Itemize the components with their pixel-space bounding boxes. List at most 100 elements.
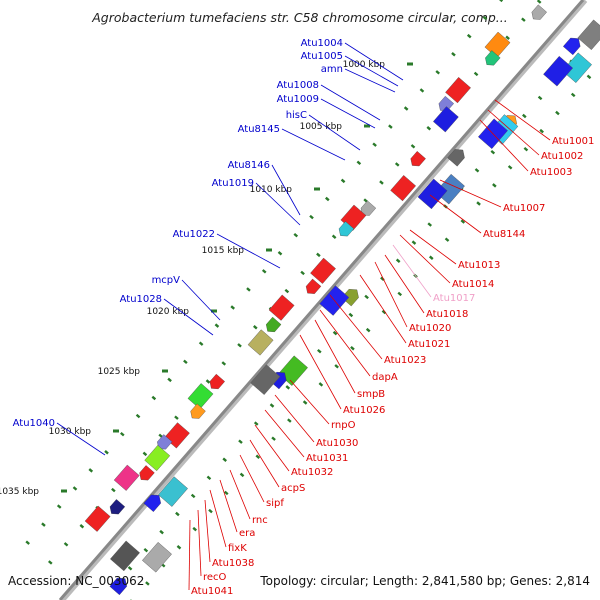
topology-stats: Topology: circular; Length: 2,841,580 bp… <box>260 574 590 588</box>
tick-dot <box>317 348 322 354</box>
gene-label-inner: Atu1018 <box>426 309 468 320</box>
kbp-tick-label: 1010 kbp <box>250 185 293 195</box>
kbp-tick-label: 1035 kbp <box>0 487 39 497</box>
tick-dot <box>206 475 212 481</box>
tick-dot <box>127 566 133 571</box>
tick-dot <box>316 252 321 258</box>
gene-label-outer: Atu1004 <box>301 38 343 49</box>
tick-dot <box>451 52 456 57</box>
accession-text: Accession: NC_003062 <box>8 574 145 588</box>
leader-line <box>392 244 432 298</box>
gene-arrow-inner <box>139 465 155 481</box>
leader-line <box>219 479 238 533</box>
tick-dot <box>334 364 339 369</box>
gene-label-inner: smpB <box>357 389 385 400</box>
tick-dot <box>356 160 362 166</box>
gene-label-inner: Atu1023 <box>384 355 426 366</box>
gene-label-outer: hisC <box>286 110 307 121</box>
gene-label-inner: Atu1021 <box>408 339 450 350</box>
leader-line <box>344 68 396 93</box>
gene-arrow-outer <box>143 494 161 512</box>
tick-dot <box>176 545 182 550</box>
gene-label-inner: recO <box>203 572 227 583</box>
gene-block-outer <box>543 55 574 87</box>
tick-dot <box>208 508 213 514</box>
tick-dot <box>403 106 409 111</box>
gene-label-outer: Atu8145 <box>238 124 280 135</box>
tick-dot <box>183 359 188 365</box>
tick-dot <box>498 0 504 3</box>
tick-dot <box>570 92 576 98</box>
leader-line <box>274 394 315 443</box>
leader-line <box>344 55 399 87</box>
tick-dot <box>277 251 283 256</box>
gene-label-inner: rnc <box>252 515 268 526</box>
gene-label-inner: Atu1032 <box>291 467 333 478</box>
tick-dot <box>246 287 251 292</box>
leader-line <box>289 379 330 425</box>
tick-dot <box>411 240 417 245</box>
tick-dot <box>205 379 211 384</box>
leader-line <box>308 114 361 151</box>
tick-dot <box>318 382 324 387</box>
tick-dot <box>285 385 291 390</box>
gene-label-inner: Atu1013 <box>458 260 500 271</box>
gene-label-outer: amn <box>321 64 343 75</box>
gene-label-inner: acpS <box>281 483 305 494</box>
gene-label-inner: era <box>239 528 255 539</box>
tick-dot <box>331 234 337 239</box>
gene-arrow-inner <box>305 278 322 294</box>
tick-dot <box>419 88 425 93</box>
tick-dot <box>261 269 267 274</box>
leader-line <box>344 42 404 81</box>
tick-dot <box>253 421 259 426</box>
gene-block-inner <box>484 31 511 58</box>
tick-dot <box>482 15 488 21</box>
tick-dot <box>340 178 346 184</box>
tick-dot <box>444 237 450 242</box>
tick-dot <box>145 581 150 586</box>
kbp-tick-label: 1015 kbp <box>202 246 245 256</box>
gene-label-outer: Atu1009 <box>277 94 319 105</box>
tick-dot <box>111 487 116 493</box>
tick-dot <box>473 71 479 77</box>
kbp-tick-label: 1020 kbp <box>147 307 190 317</box>
gene-label-outer: Atu1022 <box>173 229 215 240</box>
tick-dot <box>255 454 261 459</box>
tick-dot <box>490 149 496 155</box>
gene-label-inner: Atu1014 <box>452 279 494 290</box>
map-title: Agrobacterium tumefaciens str. C58 chrom… <box>92 10 508 25</box>
leader-line <box>209 489 227 548</box>
tick-dot <box>428 255 434 260</box>
tick-dot <box>522 113 527 119</box>
leader-line <box>249 439 280 488</box>
gene-block-inner <box>113 464 140 491</box>
gene-label-outer: Atu1008 <box>277 80 319 91</box>
tick-dot <box>394 162 400 167</box>
gene-label-inner: Atu1007 <box>503 203 545 214</box>
gene-arrow-inner <box>109 499 126 515</box>
gene-label-inner: sipf <box>266 498 284 509</box>
gene-arrow-inner <box>531 4 547 20</box>
tick-dot <box>332 330 338 336</box>
tick-dot <box>238 439 243 444</box>
gene-block-outer <box>435 173 465 205</box>
leader-line <box>163 298 214 336</box>
tick-dot <box>25 540 30 545</box>
kbp-tick-label: 1000 kbp <box>343 60 386 70</box>
tick-dot <box>56 504 62 509</box>
gene-arrow-inner <box>485 50 501 66</box>
leader-line <box>181 279 221 321</box>
gene-block-inner <box>268 294 295 321</box>
leader-line <box>359 274 407 344</box>
leader-line <box>239 454 265 503</box>
tick-dot <box>397 291 403 297</box>
tick-dot <box>230 305 235 310</box>
tick-dot <box>539 128 544 134</box>
leader-line <box>320 98 376 129</box>
gene-arrow-inner <box>209 373 225 390</box>
gene-block-inner <box>432 106 459 133</box>
gene-arrow-outer <box>447 149 465 167</box>
